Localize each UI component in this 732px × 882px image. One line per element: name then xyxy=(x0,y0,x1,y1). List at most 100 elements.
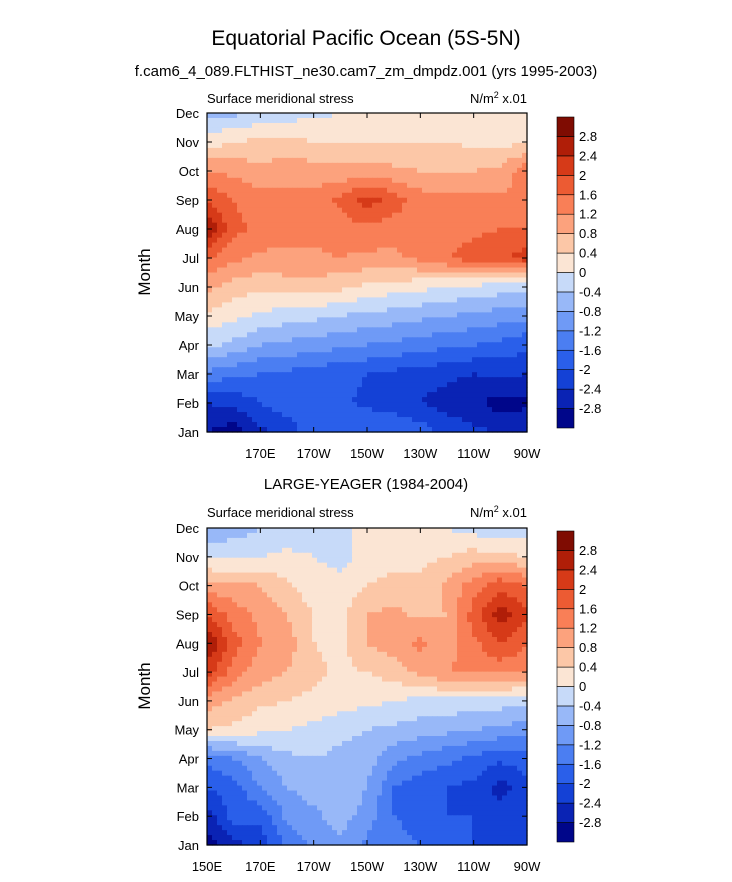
heatmap-cell xyxy=(452,557,458,564)
heatmap-cell xyxy=(322,407,328,413)
heatmap-cell xyxy=(297,532,303,539)
heatmap-cell xyxy=(337,247,343,254)
heatmap-cell xyxy=(287,377,293,383)
heatmap-cell xyxy=(227,242,233,249)
heatmap-cell xyxy=(262,362,268,368)
heatmap-cell xyxy=(317,327,323,333)
heatmap-cell xyxy=(487,582,493,589)
heatmap-cell xyxy=(222,312,228,318)
heatmap-cell xyxy=(477,287,483,294)
heatmap-cell xyxy=(352,347,358,353)
heatmap-cell xyxy=(502,182,508,189)
heatmap-cell xyxy=(287,402,293,408)
heatmap-cell xyxy=(282,407,288,413)
heatmap-cell xyxy=(262,187,268,194)
heatmap-cell xyxy=(362,122,368,129)
heatmap-cell xyxy=(427,427,433,433)
heatmap-cell xyxy=(312,202,318,209)
heatmap-cell xyxy=(212,227,218,234)
heatmap-cell xyxy=(327,397,333,403)
heatmap-cell xyxy=(512,557,518,564)
heatmap-cell xyxy=(332,392,338,398)
heatmap-cell xyxy=(447,247,453,254)
heatmap-cell xyxy=(352,222,358,229)
heatmap-cell xyxy=(457,242,463,249)
heatmap-cell xyxy=(242,547,248,554)
heatmap-cell xyxy=(522,267,528,274)
colorbar-label: 1.6 xyxy=(579,187,597,202)
heatmap-cell xyxy=(447,572,453,579)
heatmap-cell xyxy=(402,113,408,119)
heatmap-cell xyxy=(447,117,453,124)
heatmap-cell xyxy=(402,352,408,358)
heatmap-cell xyxy=(422,297,428,303)
heatmap-cell xyxy=(252,572,258,579)
heatmap-cell xyxy=(467,392,473,398)
heatmap-cell xyxy=(347,372,353,378)
heatmap-cell xyxy=(282,197,288,204)
heatmap-cell xyxy=(387,132,393,139)
heatmap-cell xyxy=(427,542,433,549)
heatmap-cell xyxy=(447,282,453,289)
heatmap-cell xyxy=(232,562,238,569)
heatmap-cell xyxy=(502,122,508,129)
heatmap-cell xyxy=(517,282,523,289)
heatmap-cell xyxy=(302,217,308,224)
heatmap-cell xyxy=(337,407,343,413)
heatmap-cell xyxy=(502,402,508,408)
heatmap-cell xyxy=(512,402,518,408)
heatmap-cell xyxy=(252,552,258,559)
heatmap-cell xyxy=(257,247,263,254)
heatmap-cell xyxy=(292,222,298,229)
heatmap-cell xyxy=(502,217,508,224)
heatmap-cell xyxy=(322,327,328,333)
heatmap-cell xyxy=(517,337,523,343)
heatmap-cell xyxy=(382,532,388,539)
heatmap-cell xyxy=(217,357,223,363)
heatmap-cell xyxy=(277,222,283,229)
heatmap-cell xyxy=(482,327,488,333)
heatmap-cell xyxy=(407,342,413,348)
heatmap-cell xyxy=(452,372,458,378)
heatmap-cell xyxy=(392,427,398,433)
heatmap-cell xyxy=(252,292,258,299)
heatmap-cell xyxy=(437,122,443,129)
heatmap-cell xyxy=(457,162,463,169)
heatmap-cell xyxy=(332,207,338,214)
heatmap-cell xyxy=(277,157,283,164)
heatmap-cell xyxy=(397,192,403,199)
heatmap-cell xyxy=(477,417,483,423)
heatmap-cell xyxy=(227,142,233,149)
heatmap-cell xyxy=(512,427,518,433)
heatmap-cell xyxy=(447,277,453,284)
heatmap-cell xyxy=(502,327,508,333)
heatmap-cell xyxy=(297,272,303,279)
heatmap-cell xyxy=(262,557,268,564)
heatmap-cell xyxy=(272,402,278,408)
heatmap-cell xyxy=(437,242,443,249)
heatmap-cell xyxy=(262,127,268,134)
heatmap-cell xyxy=(257,252,263,259)
heatmap-cell xyxy=(412,167,418,174)
heatmap-cell xyxy=(397,582,403,589)
heatmap-cell xyxy=(262,242,268,249)
heatmap-cell xyxy=(512,357,518,363)
heatmap-cell xyxy=(472,127,478,134)
heatmap-cell xyxy=(297,317,303,323)
heatmap-cell xyxy=(362,262,368,269)
heatmap-cell xyxy=(367,387,373,393)
heatmap-cell xyxy=(242,252,248,259)
heatmap-cell xyxy=(377,237,383,244)
heatmap-cell xyxy=(317,302,323,308)
heatmap-cell xyxy=(332,332,338,338)
heatmap-cell xyxy=(207,222,213,229)
heatmap-cell xyxy=(517,562,523,569)
heatmap-cell xyxy=(467,562,473,569)
heatmap-cell xyxy=(502,277,508,284)
heatmap-cell xyxy=(462,147,468,154)
heatmap-cell xyxy=(402,552,408,559)
heatmap-cell xyxy=(377,427,383,433)
heatmap-cell xyxy=(227,197,233,204)
heatmap-cell xyxy=(272,272,278,279)
